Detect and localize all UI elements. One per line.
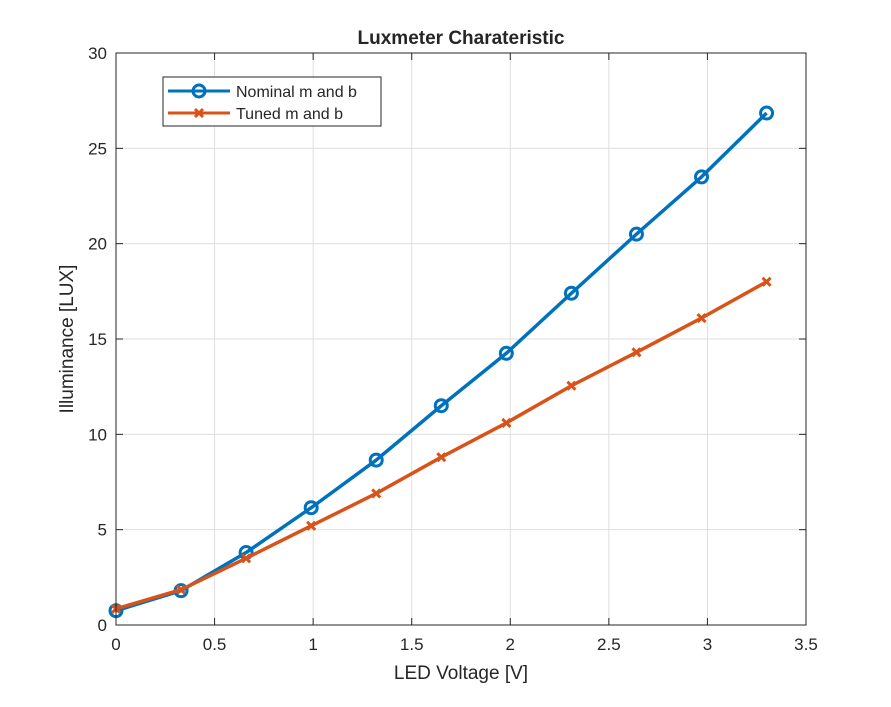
data-point <box>563 285 579 301</box>
data-point <box>436 452 447 463</box>
data-point <box>566 380 577 391</box>
data-point <box>433 398 449 414</box>
y-tick-label: 5 <box>98 521 107 540</box>
data-point <box>501 417 512 428</box>
data-point <box>306 520 317 531</box>
y-tick-label: 20 <box>88 235 107 254</box>
y-tick-label: 0 <box>98 616 107 635</box>
data-point <box>759 105 775 121</box>
legend-label-tuned: Tuned m and b <box>236 106 343 123</box>
y-axis-title: Illuminance [LUX] <box>57 265 78 414</box>
y-tick-label: 30 <box>88 44 107 63</box>
x-tick-label: 2 <box>506 635 515 654</box>
data-point <box>368 452 384 468</box>
series-tuned <box>110 276 772 614</box>
data-point <box>694 169 710 185</box>
data-point <box>175 584 187 595</box>
data-point <box>696 312 707 324</box>
series-line <box>115 111 768 613</box>
data-point <box>498 345 514 361</box>
data-point <box>761 276 772 287</box>
legend: Nominal m and b Tuned m and b <box>162 76 382 127</box>
x-tick-label: 1.5 <box>400 635 424 654</box>
legend-label-nominal: Nominal m and b <box>236 84 357 101</box>
x-tick-label: 3.5 <box>794 635 818 654</box>
data-point <box>631 347 642 358</box>
y-tick-label: 25 <box>88 139 107 158</box>
chart-title: Luxmeter Charateristic <box>358 28 565 49</box>
x-tick-label: 1 <box>308 635 317 654</box>
series-layer <box>108 105 775 619</box>
data-point <box>241 553 252 564</box>
legend-marker-tuned <box>193 107 205 119</box>
x-tick-label: 3 <box>703 635 712 654</box>
x-axis-title: LED Voltage [V] <box>394 663 528 684</box>
data-point <box>371 488 382 499</box>
data-point <box>628 226 644 242</box>
x-tick-label: 0.5 <box>203 635 227 654</box>
legend-marker-nominal <box>191 83 207 99</box>
y-tick-label: 15 <box>88 330 107 349</box>
ticks: 0 0.5 1 1.5 2 2.5 3 3.5 0 5 10 15 20 25 30 <box>88 44 818 654</box>
y-tick-label: 10 <box>88 425 107 444</box>
x-tick-label: 0 <box>111 635 120 654</box>
data-point <box>303 500 319 516</box>
x-tick-label: 2.5 <box>597 635 621 654</box>
